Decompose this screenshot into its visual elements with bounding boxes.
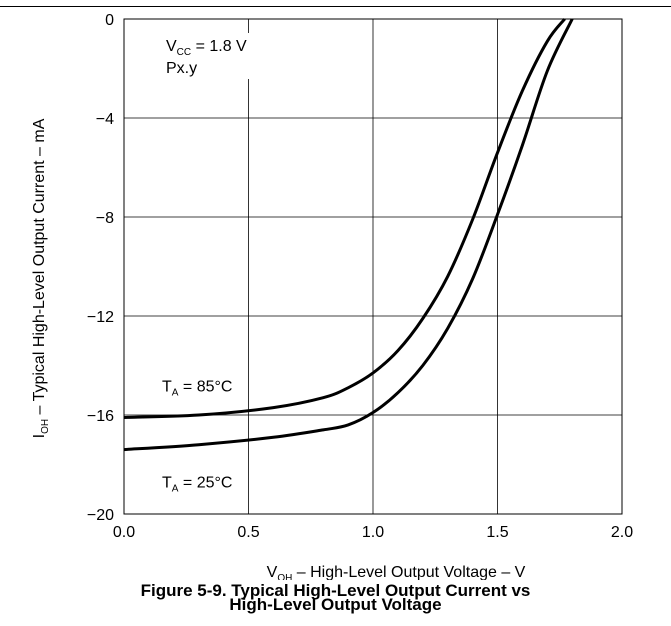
- y-tick-label: −16: [87, 408, 114, 425]
- y-tick-label: −20: [87, 507, 114, 524]
- top-rule: [0, 6, 671, 7]
- series-line-1: [123, 18, 574, 452]
- x-tick-label: 1.5: [486, 524, 508, 541]
- y-tick-label: 0: [105, 12, 114, 29]
- conditions-background: [164, 33, 274, 79]
- x-tick-label: 1.0: [362, 524, 384, 541]
- condition-port: Px.y: [166, 60, 197, 77]
- x-tick-label: 0.5: [237, 524, 259, 541]
- y-tick-label: −8: [96, 210, 114, 227]
- series-line-0: [123, 18, 566, 419]
- figure-caption-line1: Figure 5-9. Typical High-Level Output Cu…: [140, 581, 531, 600]
- plot-frame: [123, 18, 623, 515]
- series-group: [123, 18, 574, 452]
- series-label-25c: TA = 25°C: [162, 475, 232, 495]
- series-label-85c: TA = 85°C: [162, 378, 232, 398]
- x-tick-label: 2.0: [611, 524, 633, 541]
- y-axis-title: IOH – Typical High-Level Output Current …: [31, 118, 51, 438]
- chart: 0.0 0.5 1.0 1.5 2.0 0 −4 −8 −12 −16 −20 VCC = 1.8 …: [31, 12, 633, 580]
- y-tick-label: −12: [87, 309, 114, 326]
- tick-labels: 0.0 0.5 1.0 1.5 2.0 0 −4 −8 −12 −16 −20: [87, 12, 633, 541]
- figure-caption-line2: High-Level Output Voltage: [229, 595, 442, 614]
- x-tick-label: 0.0: [113, 524, 135, 541]
- x-axis-title: VOH – High-Level Output Voltage – V: [267, 564, 526, 580]
- y-tick-label: −4: [96, 111, 114, 128]
- condition-vcc: VCC = 1.8 V: [166, 38, 247, 58]
- grid: [123, 18, 623, 515]
